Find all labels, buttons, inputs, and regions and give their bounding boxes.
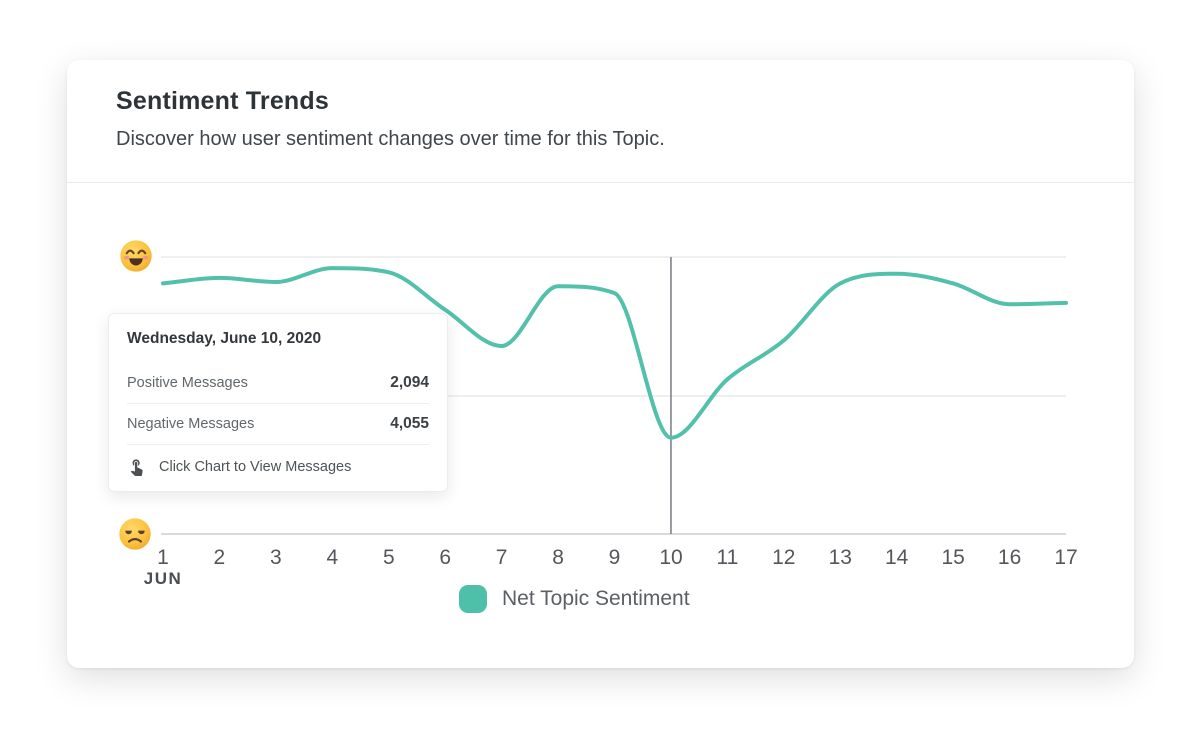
x-tick-label-6: 6 [439,546,452,569]
x-tick-label-14: 14 [885,546,909,569]
happy-face-emoji-icon [120,240,152,272]
x-tick-label-16: 16 [997,546,1022,569]
x-tick-label-5: 5 [382,546,395,569]
x-axis-ticks: 1 2 3 4 5 6 7 8 9 10 11 12 13 14 15 16 17 [67,546,1134,570]
x-axis-month-label: JUN [143,569,183,588]
touch-tap-icon [130,459,143,476]
x-tick-label-15: 15 [941,546,965,569]
legend-swatch [459,585,487,613]
x-tick-label-1: 1 [157,546,169,569]
tooltip-footer: Click Chart to View Messages [127,445,429,491]
chart-tooltip: Wednesday, June 10, 2020 Positive Messag… [108,313,448,492]
chart-legend[interactable]: Net Topic Sentiment [459,585,690,613]
x-tick-label-2: 2 [213,546,226,569]
sentiment-trends-card: Sentiment Trends Discover how user senti… [67,60,1134,668]
x-tick-label-12: 12 [772,546,796,569]
x-tick-label-3: 3 [270,546,282,569]
tooltip-row-positive: Positive Messages 2,094 [127,363,429,404]
card-header: Sentiment Trends Discover how user senti… [67,60,1134,183]
positive-messages-label: Positive Messages [127,375,248,391]
negative-messages-label: Negative Messages [127,416,255,432]
legend-label: Net Topic Sentiment [502,587,690,610]
page-subtitle: Discover how user sentiment changes over… [116,128,665,150]
x-tick-label-4: 4 [326,546,339,569]
x-tick-label-7: 7 [495,546,508,569]
positive-messages-value: 2,094 [390,374,429,391]
page-title: Sentiment Trends [116,87,329,115]
negative-messages-value: 4,055 [390,415,429,432]
x-tick-label-10: 10 [659,546,683,569]
x-tick-label-9: 9 [608,546,621,569]
sad-face-emoji-icon [119,518,151,550]
x-tick-label-17: 17 [1054,546,1078,569]
tooltip-row-negative: Negative Messages 4,055 [127,404,429,445]
x-tick-label-8: 8 [552,546,564,569]
tooltip-footer-label: Click Chart to View Messages [159,458,352,475]
net-sentiment-line[interactable] [161,266,1068,440]
x-tick-label-13: 13 [828,546,852,569]
x-tick-label-11: 11 [716,546,739,569]
tooltip-date: Wednesday, June 10, 2020 [127,330,322,347]
